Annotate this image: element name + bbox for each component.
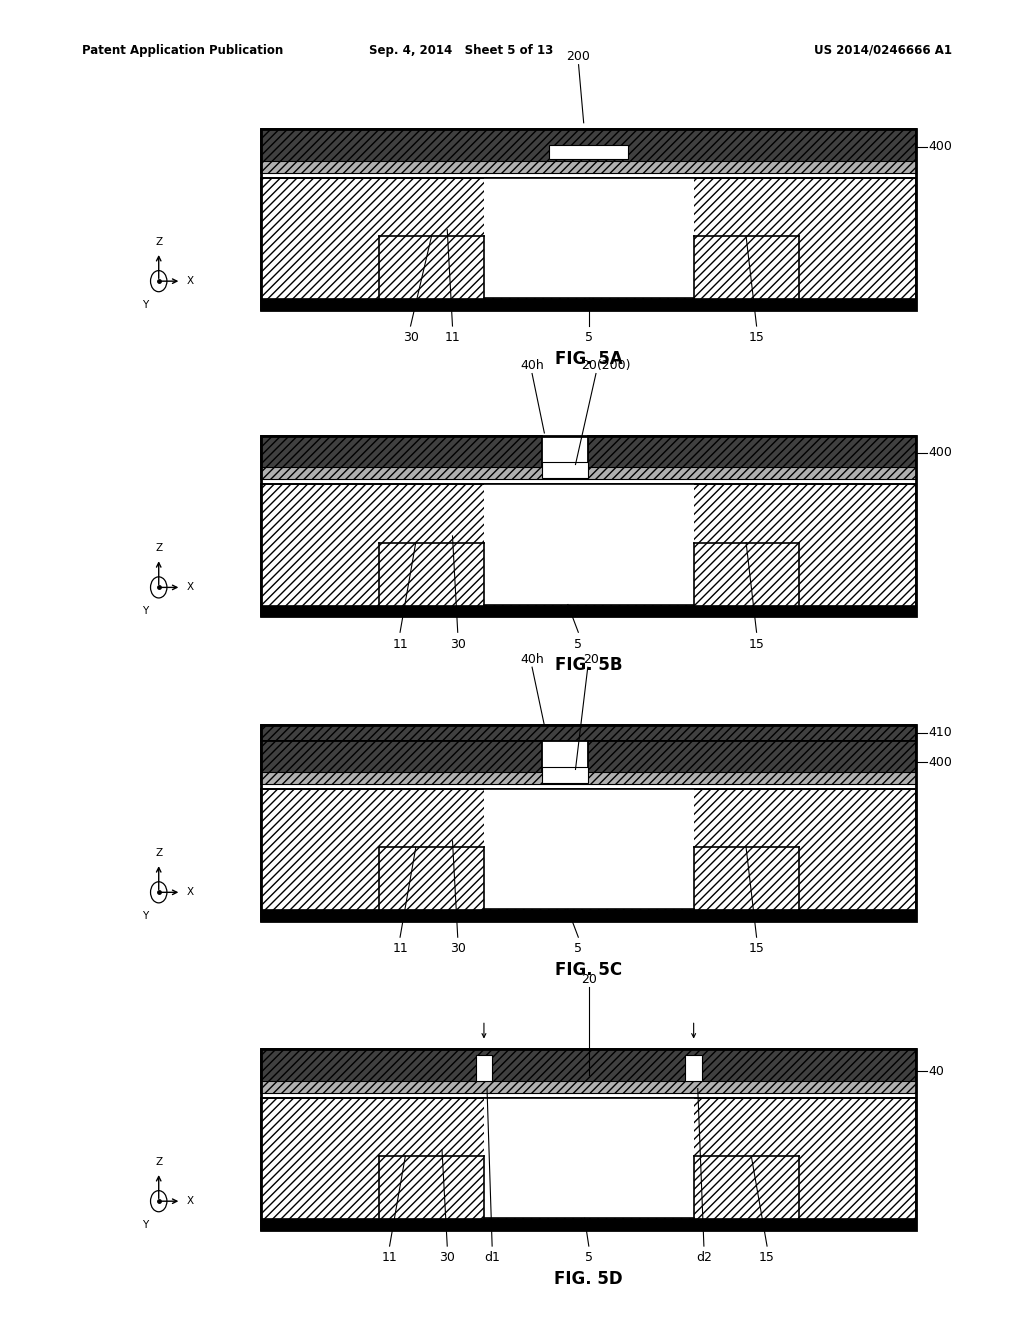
Bar bbox=[261, 1218, 916, 1230]
Text: 40: 40 bbox=[929, 1065, 945, 1077]
Bar bbox=[484, 484, 693, 605]
Bar bbox=[261, 1049, 916, 1230]
Text: 400: 400 bbox=[929, 756, 952, 768]
Text: Z: Z bbox=[156, 543, 162, 553]
Text: 30: 30 bbox=[450, 638, 466, 651]
Bar bbox=[685, 1055, 701, 1081]
Text: 11: 11 bbox=[392, 638, 408, 651]
Text: 40h: 40h bbox=[520, 359, 544, 372]
Text: X: X bbox=[186, 582, 194, 593]
Text: FIG. 5C: FIG. 5C bbox=[555, 961, 623, 979]
Text: 5: 5 bbox=[585, 1251, 593, 1265]
Text: 15: 15 bbox=[749, 942, 765, 956]
Bar bbox=[261, 909, 916, 921]
Bar bbox=[261, 467, 916, 479]
Bar bbox=[261, 725, 916, 921]
Text: 400: 400 bbox=[929, 140, 952, 153]
Bar bbox=[261, 725, 916, 741]
Bar bbox=[261, 178, 916, 310]
Text: 200: 200 bbox=[566, 50, 591, 63]
Bar bbox=[261, 436, 543, 479]
Bar bbox=[543, 462, 588, 478]
Text: 5: 5 bbox=[585, 331, 593, 345]
Bar bbox=[484, 178, 693, 298]
Bar bbox=[261, 129, 916, 310]
Text: FIG. 5A: FIG. 5A bbox=[555, 350, 623, 368]
Text: US 2014/0246666 A1: US 2014/0246666 A1 bbox=[814, 44, 952, 57]
Bar bbox=[484, 1098, 693, 1218]
Text: 15: 15 bbox=[749, 331, 765, 345]
Text: FIG. 5B: FIG. 5B bbox=[555, 656, 623, 675]
Bar bbox=[261, 1081, 916, 1093]
Text: 30: 30 bbox=[402, 331, 419, 345]
Bar bbox=[261, 605, 916, 616]
Text: FIG. 5D: FIG. 5D bbox=[554, 1270, 624, 1288]
Bar bbox=[261, 484, 916, 616]
Bar bbox=[261, 129, 916, 173]
Bar bbox=[261, 789, 916, 921]
Text: Z: Z bbox=[156, 236, 162, 247]
Bar bbox=[550, 145, 628, 160]
Text: 30: 30 bbox=[439, 1251, 456, 1265]
Text: Sep. 4, 2014   Sheet 5 of 13: Sep. 4, 2014 Sheet 5 of 13 bbox=[369, 44, 553, 57]
Text: 11: 11 bbox=[382, 1251, 397, 1265]
Text: Y: Y bbox=[142, 606, 148, 616]
Bar bbox=[261, 772, 916, 784]
Bar bbox=[484, 789, 693, 909]
Bar bbox=[588, 741, 916, 784]
Text: 5: 5 bbox=[574, 942, 583, 956]
Bar bbox=[261, 298, 916, 310]
Text: Y: Y bbox=[142, 1220, 148, 1230]
Text: 11: 11 bbox=[392, 942, 408, 956]
Text: 15: 15 bbox=[759, 1251, 775, 1265]
Text: Y: Y bbox=[142, 300, 148, 310]
Bar bbox=[261, 1049, 916, 1093]
Text: X: X bbox=[186, 276, 194, 286]
Text: 20: 20 bbox=[581, 973, 597, 986]
Text: 40h: 40h bbox=[520, 653, 544, 665]
Bar bbox=[261, 741, 543, 784]
Text: d2: d2 bbox=[696, 1251, 712, 1265]
Text: 15: 15 bbox=[749, 638, 765, 651]
Bar bbox=[261, 436, 916, 616]
Text: 410: 410 bbox=[929, 726, 952, 739]
Bar bbox=[261, 161, 916, 173]
Text: Z: Z bbox=[156, 1156, 162, 1167]
Bar bbox=[588, 436, 916, 479]
Bar bbox=[543, 767, 588, 783]
Text: X: X bbox=[186, 887, 194, 898]
Bar bbox=[476, 1055, 493, 1081]
Text: 30: 30 bbox=[450, 942, 466, 956]
Text: 20: 20 bbox=[583, 653, 599, 665]
Text: Y: Y bbox=[142, 911, 148, 921]
Text: 5: 5 bbox=[574, 638, 583, 651]
Text: d1: d1 bbox=[484, 1251, 500, 1265]
Text: Patent Application Publication: Patent Application Publication bbox=[82, 44, 284, 57]
Bar bbox=[261, 1098, 916, 1230]
Text: 20(200): 20(200) bbox=[582, 359, 631, 372]
Text: Z: Z bbox=[156, 847, 162, 858]
Text: 400: 400 bbox=[929, 446, 952, 459]
Text: X: X bbox=[186, 1196, 194, 1206]
Text: 11: 11 bbox=[444, 331, 461, 345]
